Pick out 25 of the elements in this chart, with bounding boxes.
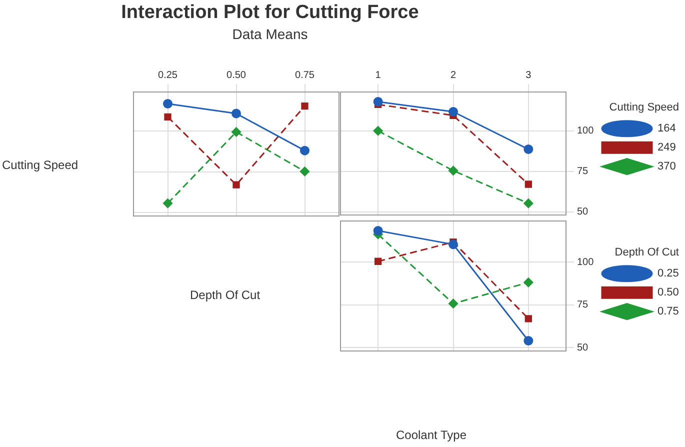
legend-label: 0.25 xyxy=(658,268,679,280)
x-tick-label: 0.25 xyxy=(158,70,178,81)
legend-title: Cutting Speed xyxy=(609,101,679,114)
x-axis-title: Depth Of Cut xyxy=(190,288,260,302)
y-tick-label: 100 xyxy=(577,256,594,268)
legend-title: Depth Of Cut xyxy=(614,246,679,258)
y-tick-label: 100 xyxy=(577,126,594,137)
legend-label: 370 xyxy=(658,160,676,173)
legend-label: 164 xyxy=(658,122,676,135)
x-tick-label: 2 xyxy=(450,70,456,81)
y-tick-label: 50 xyxy=(577,206,589,218)
legend-label: 249 xyxy=(658,142,676,154)
legend-label: 0.50 xyxy=(658,286,679,299)
x-axis-title: Coolant Type xyxy=(396,428,466,442)
y-tick-label: 75 xyxy=(577,166,589,178)
x-tick-label: 0.75 xyxy=(295,70,315,81)
chart-subtitle: Data Means xyxy=(231,26,309,42)
y-axis-title: Cutting Speed xyxy=(2,158,78,172)
chart-title: Interaction Plot for Cutting Force xyxy=(120,2,420,24)
y-tick-label: 50 xyxy=(577,342,589,354)
y-tick-label: 75 xyxy=(577,300,589,311)
x-tick-label: 3 xyxy=(526,70,532,81)
x-tick-label: 0.50 xyxy=(226,70,246,81)
legend-label: 0.75 xyxy=(658,306,679,318)
x-tick-label: 1 xyxy=(375,70,382,81)
